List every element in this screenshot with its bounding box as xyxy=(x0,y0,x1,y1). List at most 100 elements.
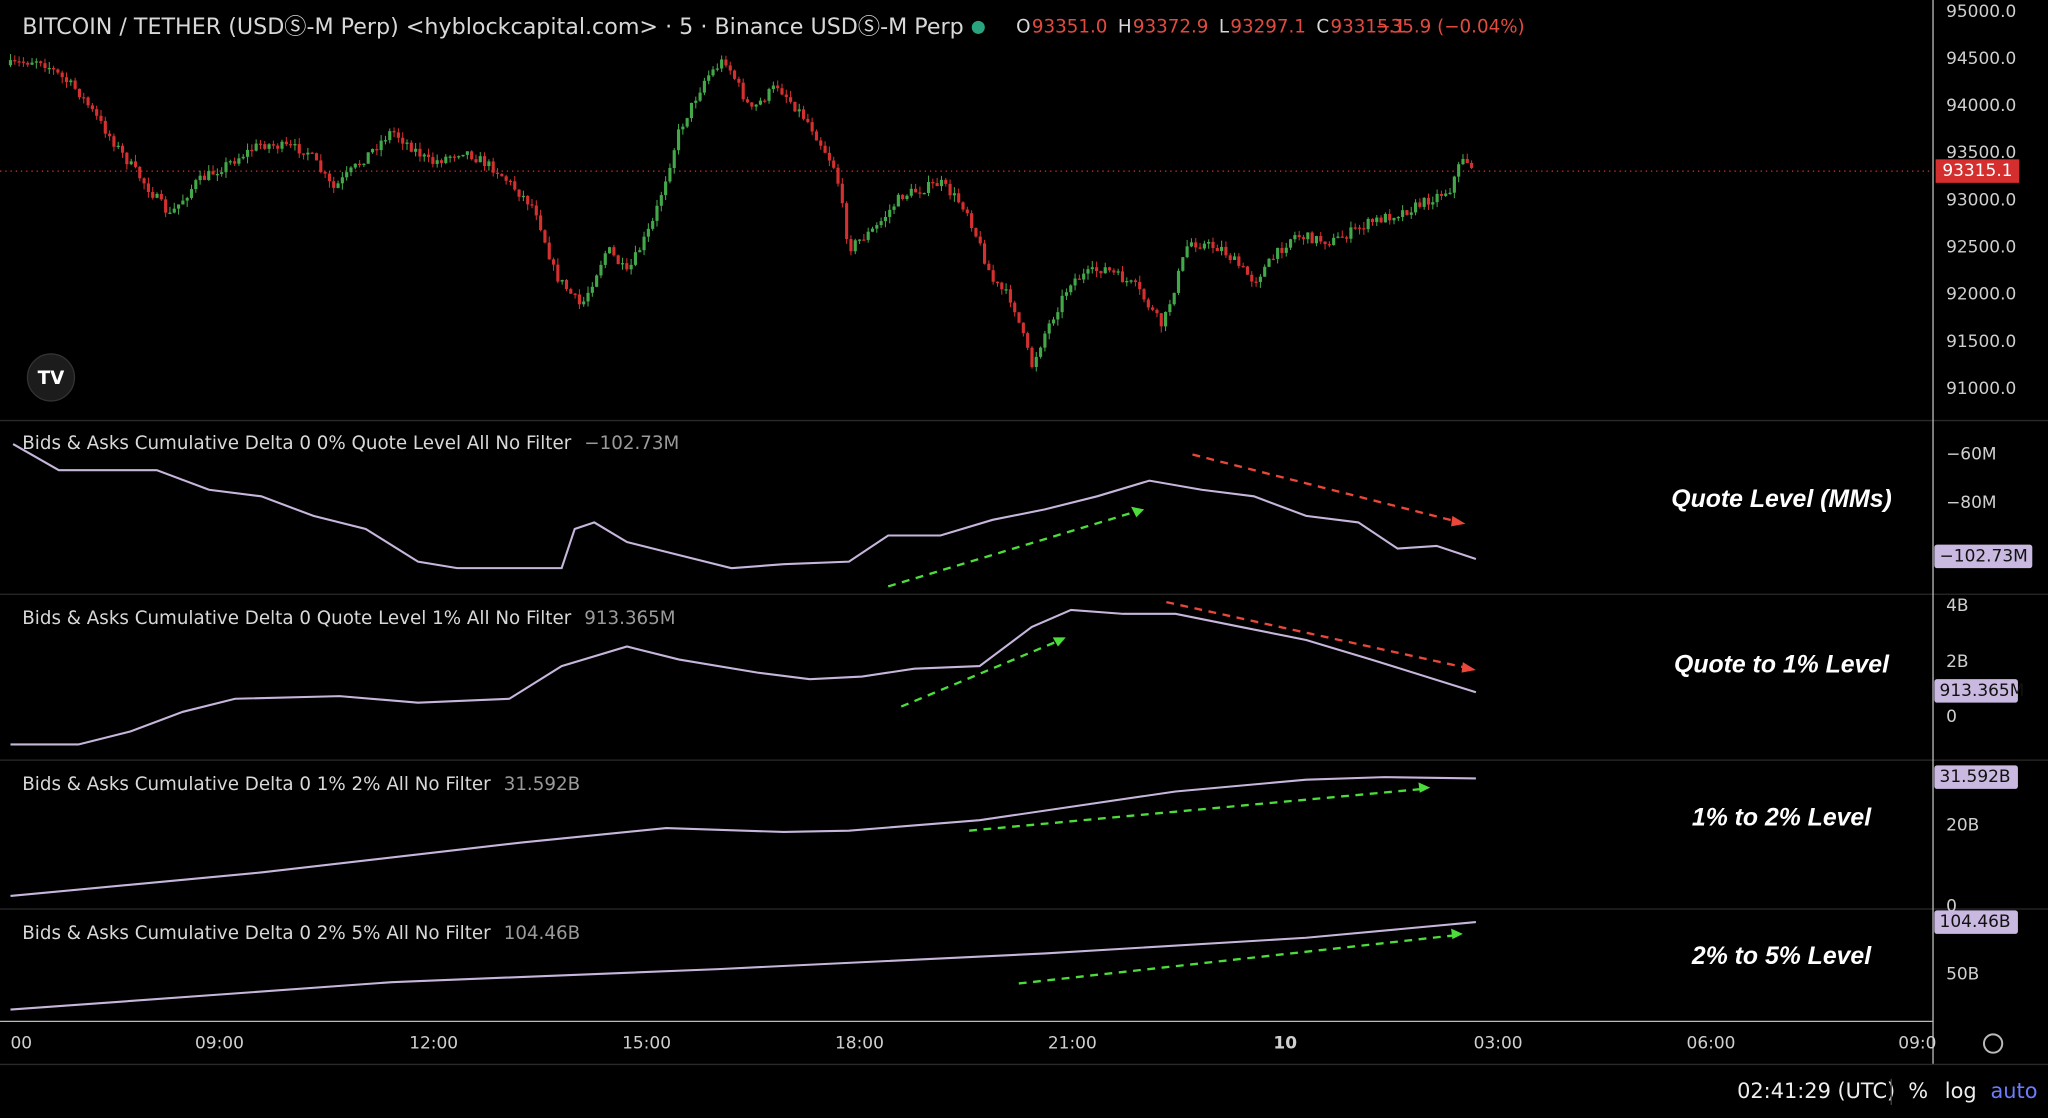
candle-body xyxy=(1138,282,1142,290)
pane-axis-label: 0 xyxy=(1946,896,1957,916)
candle-body xyxy=(857,239,862,241)
candle-body xyxy=(948,183,952,196)
candle-body xyxy=(112,136,116,147)
candle-body xyxy=(961,202,965,210)
candle-body xyxy=(323,172,327,174)
candle-body xyxy=(1293,235,1297,240)
candle-body xyxy=(879,221,883,226)
candle-body xyxy=(418,148,422,157)
candle-body xyxy=(801,109,806,119)
candle-body xyxy=(30,62,34,65)
candle-body xyxy=(73,80,77,89)
candle-body xyxy=(1168,304,1172,313)
candle-body xyxy=(1004,289,1008,291)
candle-body xyxy=(612,247,616,256)
candle-body xyxy=(495,172,500,174)
candle-body xyxy=(159,193,163,200)
candle-body xyxy=(1116,271,1120,273)
candle-body xyxy=(345,172,349,178)
time-label: 06:00 xyxy=(1687,1034,1736,1054)
settings-icon[interactable] xyxy=(1982,1033,2004,1054)
candle-body xyxy=(1418,202,1422,207)
candle-body xyxy=(1431,202,1435,205)
candle-body xyxy=(1185,246,1189,258)
candle-body xyxy=(491,161,495,173)
candle-body xyxy=(1357,227,1362,229)
candle-body xyxy=(1220,246,1224,252)
candle-body xyxy=(513,181,517,190)
pane-title: Bids & Asks Cumulative Delta 0 2% 5% All… xyxy=(22,923,491,944)
candle-body xyxy=(435,160,439,164)
candle-body xyxy=(870,228,875,232)
candle-body xyxy=(754,104,758,107)
candle-body xyxy=(297,144,301,154)
candle-body xyxy=(426,154,431,158)
candle-body xyxy=(478,156,482,163)
time-label: 10 xyxy=(1273,1034,1297,1054)
candle-body xyxy=(47,67,51,70)
candle-body xyxy=(56,69,60,73)
candle-body xyxy=(396,132,400,138)
candle-body xyxy=(543,230,547,243)
candle-body xyxy=(845,203,849,240)
candle-body xyxy=(1267,258,1271,267)
candle-body xyxy=(577,294,581,305)
candle-body xyxy=(620,263,625,265)
candle-body xyxy=(151,191,155,198)
candle-body xyxy=(534,205,538,216)
candle-body xyxy=(142,178,146,184)
candle-body xyxy=(1107,267,1112,271)
candle-body xyxy=(1056,312,1060,320)
auto-toggle[interactable]: auto xyxy=(1990,1079,2037,1103)
time-label: 03:00 xyxy=(1474,1034,1523,1054)
current-price: 93315.1 xyxy=(1942,161,2012,181)
candle-body xyxy=(952,193,956,196)
pane-note: 1% to 2% Level xyxy=(1692,804,1872,831)
candle-body xyxy=(39,61,43,64)
candle-body xyxy=(138,166,142,179)
candle-body xyxy=(1426,197,1431,205)
candle-body xyxy=(457,156,461,158)
log-toggle[interactable]: log xyxy=(1945,1079,1977,1103)
candle-body xyxy=(862,239,866,241)
price-label: 92000.0 xyxy=(1946,285,2016,305)
candle-body xyxy=(1095,267,1099,272)
candle-body xyxy=(1457,164,1461,177)
value-badge-text: −102.73M xyxy=(1940,546,2028,566)
candle-body xyxy=(82,97,86,99)
candle-body xyxy=(1086,269,1090,274)
candle-body xyxy=(1232,256,1237,260)
candle-body xyxy=(1211,241,1215,248)
candle-body xyxy=(263,144,267,149)
candle-body xyxy=(1125,281,1129,283)
value-badge-text: 31.592B xyxy=(1940,767,2011,787)
candle-body xyxy=(905,195,909,199)
candle-body xyxy=(957,193,961,203)
candle-body xyxy=(1176,270,1181,293)
percent-toggle[interactable]: % xyxy=(1908,1079,1928,1103)
candle-body xyxy=(1271,258,1275,261)
pane-value: −102.73M xyxy=(584,433,679,454)
candle-body xyxy=(1030,347,1034,367)
candle-body xyxy=(668,167,672,182)
candle-body xyxy=(1349,227,1353,239)
candle-body xyxy=(776,85,780,89)
candle-body xyxy=(819,140,823,146)
candle-body xyxy=(43,63,47,68)
candle-body xyxy=(181,200,185,205)
candle-body xyxy=(1099,271,1103,274)
candle-body xyxy=(271,144,275,146)
candle-body xyxy=(1000,282,1004,290)
time-label: 12:00 xyxy=(409,1034,458,1054)
candle-body xyxy=(133,161,138,167)
candle-body xyxy=(358,163,362,166)
candle-body xyxy=(125,152,129,165)
candle-body xyxy=(164,199,168,213)
price-label: 94500.0 xyxy=(1946,49,2016,69)
candle-body xyxy=(116,145,120,148)
candle-body xyxy=(1439,193,1443,196)
candle-body xyxy=(90,105,94,110)
candle-body xyxy=(892,206,896,210)
ohlc-key: O xyxy=(1016,16,1030,37)
candle-body xyxy=(780,88,784,95)
